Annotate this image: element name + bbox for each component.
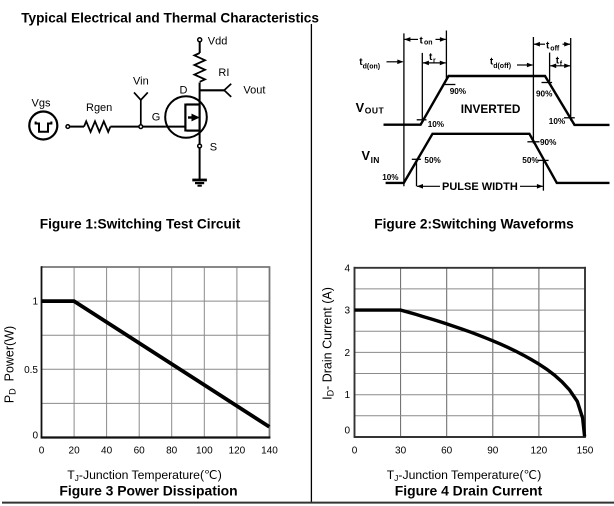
- svg-text:r: r: [433, 58, 436, 65]
- svg-text:1: 1: [32, 297, 38, 308]
- svg-text:10%: 10%: [382, 173, 399, 182]
- svg-text:ID- Drain Current (A): ID- Drain Current (A): [321, 287, 336, 400]
- svg-text:f: f: [560, 61, 563, 68]
- svg-text:V: V: [362, 148, 371, 163]
- svg-text:100: 100: [196, 446, 213, 457]
- svg-text:3: 3: [344, 306, 350, 317]
- svg-text:0.5: 0.5: [24, 365, 38, 376]
- svg-text:80: 80: [166, 446, 178, 457]
- svg-text:150: 150: [577, 446, 594, 457]
- svg-text:60: 60: [134, 446, 146, 457]
- svg-text:t: t: [556, 56, 560, 67]
- svg-text:140: 140: [261, 446, 278, 457]
- svg-text:t: t: [359, 57, 363, 68]
- svg-text:RI: RI: [218, 67, 229, 79]
- svg-text:TJ-Junction Temperature(℃): TJ-Junction Temperature(℃): [387, 468, 542, 483]
- svg-text:0: 0: [39, 446, 45, 457]
- svg-text:60: 60: [441, 446, 453, 457]
- svg-text:S: S: [210, 142, 217, 154]
- svg-text:Rgen: Rgen: [86, 102, 112, 114]
- svg-text:Vin: Vin: [133, 76, 149, 88]
- svg-text:50%: 50%: [424, 156, 441, 165]
- svg-text:PD Power(W): PD Power(W): [3, 326, 18, 403]
- svg-text:90%: 90%: [450, 87, 467, 96]
- svg-text:on: on: [424, 40, 433, 47]
- svg-text:120: 120: [229, 446, 246, 457]
- svg-text:2: 2: [344, 348, 350, 359]
- svg-text:90: 90: [487, 446, 499, 457]
- svg-text:40: 40: [101, 446, 113, 457]
- svg-text:INVERTED: INVERTED: [461, 102, 521, 116]
- svg-text:Vgs: Vgs: [32, 98, 51, 110]
- svg-text:90%: 90%: [536, 90, 553, 99]
- svg-text:0: 0: [352, 446, 358, 457]
- svg-text:OUT: OUT: [365, 106, 385, 116]
- svg-text:Figure 2:Switching Waveforms: Figure 2:Switching Waveforms: [374, 217, 574, 232]
- svg-text:t: t: [420, 36, 424, 47]
- svg-text:30: 30: [395, 446, 407, 457]
- svg-text:Vout: Vout: [243, 85, 265, 97]
- svg-text:D: D: [180, 85, 188, 97]
- svg-text:Figure 4 Drain Current: Figure 4 Drain Current: [395, 482, 543, 498]
- svg-text:Typical Electrical and Thermal: Typical Electrical and Thermal Character…: [21, 9, 319, 25]
- svg-text:Vdd: Vdd: [208, 35, 228, 47]
- svg-text:120: 120: [531, 446, 548, 457]
- svg-text:4: 4: [344, 263, 350, 274]
- svg-text:Figure 3 Power Dissipation: Figure 3 Power Dissipation: [59, 482, 237, 498]
- svg-text:t: t: [429, 52, 433, 63]
- svg-text:off: off: [550, 45, 560, 52]
- svg-text:Figure 1:Switching Test Circui: Figure 1:Switching Test Circuit: [40, 217, 241, 232]
- svg-text:d(off): d(off): [493, 63, 511, 70]
- svg-text:1: 1: [344, 390, 350, 401]
- svg-text:IN: IN: [371, 155, 380, 165]
- svg-text:t: t: [546, 41, 550, 52]
- svg-text:50%: 50%: [522, 156, 539, 165]
- svg-text:PULSE WIDTH: PULSE WIDTH: [442, 181, 518, 193]
- svg-text:10%: 10%: [549, 117, 566, 126]
- svg-text:G: G: [152, 112, 161, 124]
- svg-text:90%: 90%: [540, 138, 557, 147]
- svg-text:d(on): d(on): [363, 64, 381, 71]
- svg-text:V: V: [356, 100, 365, 115]
- svg-text:t: t: [490, 57, 494, 68]
- svg-text:0: 0: [32, 431, 38, 442]
- svg-text:10%: 10%: [428, 120, 445, 129]
- svg-text:0: 0: [344, 426, 350, 437]
- svg-text:TJ-Junction Temperature(℃): TJ-Junction Temperature(℃): [67, 468, 222, 483]
- svg-text:20: 20: [69, 446, 81, 457]
